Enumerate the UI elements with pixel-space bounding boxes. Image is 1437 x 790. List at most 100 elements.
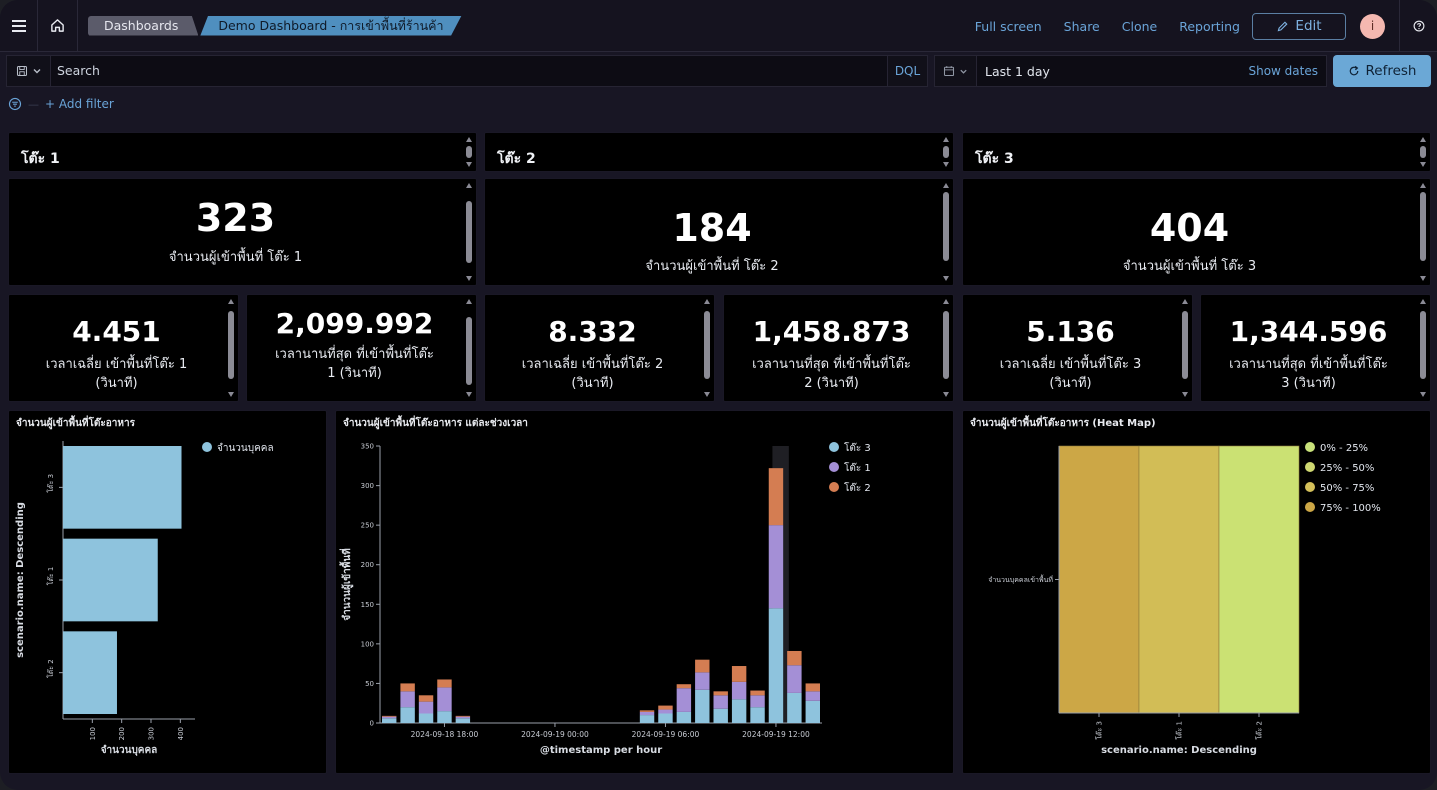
saved-queries-button[interactable] (6, 55, 50, 87)
bar-segment-0-16 (676, 711, 692, 723)
legend-swatch-2 (1305, 482, 1315, 492)
filter-bar: — + Add filter (8, 95, 114, 113)
panel-max-table-3: 1,344.596 เวลานานที่สุด ที่เข้าพื้นที่โต… (1200, 294, 1431, 402)
bar-segment-2-20 (750, 690, 765, 696)
pencil-icon (1278, 20, 1288, 31)
bar-segment-1-3 (437, 687, 452, 712)
panel-avg-table-2: 8.332 เวลาเฉลี่ย เข้าพื้นที่โต๊ะ 2 (วินาท… (484, 294, 715, 402)
bar-segment-0-0 (382, 718, 397, 723)
scrollbar[interactable] (704, 299, 710, 397)
metric-value: 4.451 (72, 315, 161, 348)
clone-link[interactable]: Clone (1121, 18, 1158, 34)
help-button[interactable] (1399, 0, 1437, 52)
bar-segment-1-22 (787, 665, 802, 693)
add-filter-link[interactable]: + Add filter (45, 97, 114, 111)
bar-segment-1-17 (695, 672, 710, 690)
reporting-link[interactable]: Reporting (1179, 18, 1240, 34)
bar-segment-2-14 (639, 710, 655, 712)
scrollbar[interactable] (943, 183, 949, 281)
filter-divider: — (28, 97, 39, 111)
scrollbar[interactable] (466, 299, 472, 397)
bar-segment-0-14 (639, 715, 655, 723)
bar-0 (63, 446, 182, 529)
heat-cell-1 (1138, 445, 1220, 714)
scrollbar[interactable] (228, 299, 234, 397)
chart-title: จำนวนผู้เข้าพื้นที่โต๊ะอาหาร (16, 418, 135, 429)
y-tick-label: จำนวนบุคคลเข้าพื้นที่ (988, 573, 1053, 584)
bar-segment-1-1 (400, 691, 415, 708)
x-axis-title: จำนวนบุคคล (101, 744, 158, 756)
y-tick-label: โต๊ะ 2 (46, 659, 55, 678)
legend-swatch-0 (1305, 442, 1315, 452)
scrollbar[interactable] (1420, 137, 1426, 167)
chevron-down-icon (960, 69, 967, 74)
quick-date-menu[interactable] (935, 56, 977, 86)
hamburger-icon (11, 19, 26, 32)
bar-segment-1-23 (805, 691, 820, 701)
home-button[interactable] (38, 0, 78, 52)
bar-segment-0-21 (768, 608, 784, 723)
scrollbar[interactable] (1420, 299, 1426, 397)
legend-swatch-1 (1305, 462, 1315, 472)
metric-label: จำนวนผู้เข้าพื้นที่ โต๊ะ 1 (168, 250, 303, 265)
legend-label-0: โต๊ะ 3 (844, 441, 871, 454)
bar-segment-0-3 (437, 711, 452, 723)
query-bar: Search DQL Last 1 day Show dates Refresh (6, 55, 1431, 87)
legend-swatch-2 (829, 482, 839, 492)
calendar-icon (943, 66, 955, 77)
legend-label: จำนวนบุคคล (217, 443, 274, 454)
bar-segment-0-2 (418, 713, 434, 723)
x-tick-label: 100 (89, 727, 97, 740)
breadcrumb: Dashboards Demo Dashboard - การเข้าพื้นท… (88, 15, 462, 36)
date-picker[interactable]: Last 1 day Show dates (934, 55, 1327, 87)
y-tick-label: 0 (370, 720, 374, 728)
y-tick-label: 150 (361, 601, 374, 609)
filter-icon[interactable] (8, 97, 22, 111)
legend-swatch-1 (829, 462, 839, 472)
panel-title: โต๊ะ 3 (975, 151, 1014, 167)
scrollbar[interactable] (1182, 299, 1188, 397)
date-range-text[interactable]: Last 1 day (985, 63, 1050, 79)
scrollbar[interactable] (1420, 183, 1426, 281)
metric-value: 2,099.992 (275, 307, 434, 340)
scrollbar[interactable] (466, 183, 472, 281)
metric-value: 323 (195, 196, 276, 240)
edit-button[interactable]: Edit (1252, 12, 1346, 40)
avatar[interactable]: i (1360, 13, 1385, 39)
metric-value: 5.136 (1026, 315, 1115, 348)
x-tick-label: โต๊ะ 2 (1255, 721, 1264, 740)
breadcrumb-dashboards[interactable]: Dashboards (88, 15, 199, 36)
metric-label: เวลาเฉลี่ย เข้าพื้นที่โต๊ะ 2 (วินาที) (521, 357, 664, 391)
y-tick-label: 350 (361, 443, 374, 451)
panel-title: โต๊ะ 1 (21, 151, 60, 167)
refresh-button[interactable]: Refresh (1333, 55, 1431, 87)
bar-segment-1-19 (731, 681, 747, 700)
y-tick-label: 50 (365, 680, 374, 688)
fullscreen-link[interactable]: Full screen (974, 18, 1042, 34)
metric-label: เวลาเฉลี่ย เข้าพื้นที่โต๊ะ 1 (วินาที) (45, 357, 188, 391)
bar-segment-0-17 (695, 689, 710, 723)
scrollbar[interactable] (466, 137, 472, 167)
scrollbar[interactable] (943, 299, 949, 397)
menu-toggle[interactable] (0, 0, 38, 52)
heat-cell-2 (1218, 445, 1300, 714)
refresh-icon (1349, 65, 1358, 76)
x-tick-label: 2024-09-19 12:00 (742, 730, 810, 739)
chevron-down-icon (33, 69, 40, 74)
edit-label: Edit (1295, 18, 1322, 34)
share-link[interactable]: Share (1063, 18, 1100, 34)
x-tick-label: 300 (148, 727, 156, 740)
search-input[interactable]: Search (50, 55, 888, 87)
panel-avg-table-3: 5.136 เวลาเฉลี่ย เข้าพื้นที่โต๊ะ 3 (วินาท… (962, 294, 1193, 402)
query-language-button[interactable]: DQL (888, 55, 928, 87)
heat-map-chart: โต๊ะ 3 โต๊ะ 1 โต๊ะ 2 จำนวนบุคคลเข้าพื้นที่ s… (988, 442, 1381, 756)
y-tick-label: 250 (361, 522, 374, 530)
scrollbar[interactable] (943, 137, 949, 167)
metric-label: เวลานานที่สุด ที่เข้าพื้นที่โต๊ะ 3 (วินาท… (1229, 357, 1388, 391)
y-tick-label: 300 (361, 482, 374, 490)
bar-segment-0-18 (713, 708, 728, 723)
panel-table-1-title: โต๊ะ 1 (8, 132, 477, 172)
metric-label: เวลาเฉลี่ย เข้าพื้นที่โต๊ะ 3 (วินาที) (999, 357, 1142, 391)
y-tick-label: 200 (361, 561, 374, 569)
show-dates-link[interactable]: Show dates (1248, 64, 1318, 78)
